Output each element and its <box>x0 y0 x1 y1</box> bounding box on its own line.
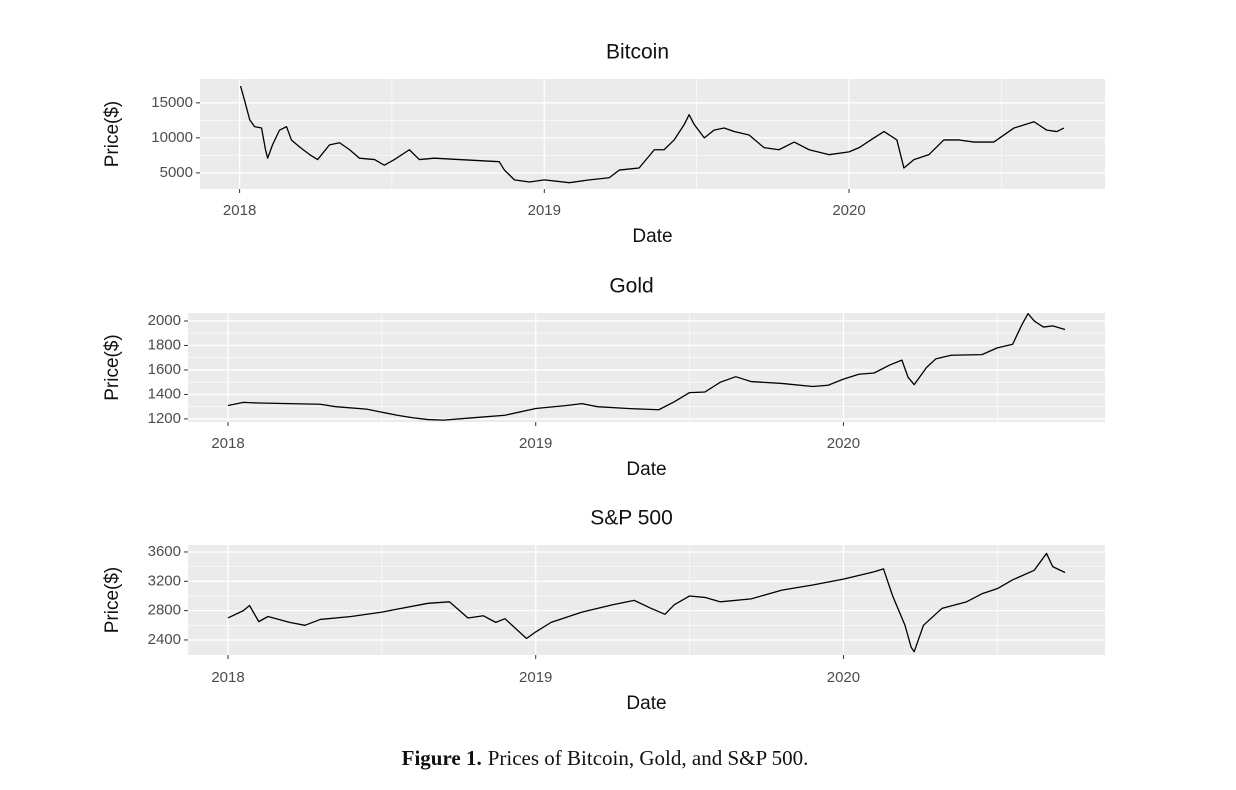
panel-background <box>200 79 1105 189</box>
x-tick-label: 2020 <box>827 435 860 452</box>
y-tick-label: 2400 <box>148 631 181 648</box>
y-tick-label: 1200 <box>148 410 181 427</box>
price-line <box>227 312 1066 421</box>
y-tick-label: 15000 <box>151 94 193 111</box>
y-tick-label: 1600 <box>148 361 181 378</box>
x-tick-label: 2018 <box>211 669 244 686</box>
y-tick-label: 5000 <box>160 164 193 181</box>
chart-title: Bitcoin <box>606 41 669 64</box>
price-line <box>227 552 1066 653</box>
x-tick-label: 2019 <box>519 435 552 452</box>
x-axis-title: Date <box>626 459 666 480</box>
y-axis-title: Price($) <box>102 334 123 401</box>
x-tick-label: 2019 <box>519 669 552 686</box>
x-axis-title: Date <box>626 693 666 714</box>
x-tick-label: 2020 <box>832 202 865 219</box>
y-axis-title: Price($) <box>102 567 123 634</box>
caption-text: Prices of Bitcoin, Gold, and S&P 500. <box>487 746 809 770</box>
caption: Figure 1. Prices of Bitcoin, Gold, and S&… <box>0 746 1210 771</box>
x-axis-title: Date <box>632 226 672 247</box>
x-tick-label: 2018 <box>223 202 256 219</box>
y-tick-label: 1800 <box>148 336 181 353</box>
y-tick-label: 2000 <box>148 312 181 329</box>
x-tick-label: 2019 <box>528 202 561 219</box>
y-tick-label: 2800 <box>148 602 181 619</box>
x-tick-label: 2020 <box>827 669 860 686</box>
price-line <box>239 85 1065 184</box>
y-tick-label: 10000 <box>151 129 193 146</box>
x-tick-label: 2018 <box>211 435 244 452</box>
panel-background <box>188 545 1105 655</box>
chart-title: Gold <box>609 275 653 298</box>
y-tick-label: 1400 <box>148 385 181 402</box>
y-axis-title: Price($) <box>102 101 123 168</box>
caption-label: Figure 1. <box>401 746 482 770</box>
panel-background <box>188 313 1105 422</box>
chart-title: S&P 500 <box>590 507 673 530</box>
y-tick-label: 3200 <box>148 572 181 589</box>
y-tick-label: 3600 <box>148 543 181 560</box>
